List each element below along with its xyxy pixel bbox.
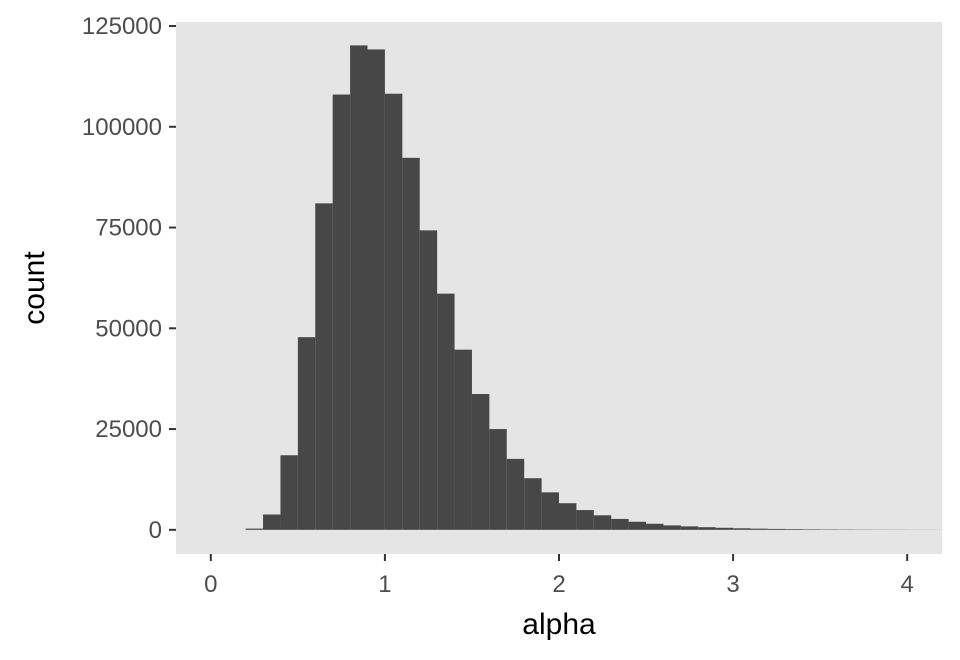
histogram-bar [402, 157, 420, 530]
histogram-bar [297, 337, 316, 530]
histogram-bar [767, 528, 786, 530]
x-tick-label: 1 [378, 571, 391, 598]
histogram-bar [785, 529, 803, 530]
histogram-bar [646, 523, 664, 530]
histogram-bar [593, 515, 612, 530]
histogram-bar [611, 518, 629, 530]
x-tick-label: 0 [204, 571, 217, 598]
histogram-bar [524, 478, 542, 530]
histogram-bar [506, 458, 525, 530]
x-tick-label: 3 [726, 571, 739, 598]
histogram-bar [280, 455, 298, 530]
histogram-bar [698, 527, 716, 530]
histogram-bar [628, 521, 647, 530]
histogram-bar [663, 525, 681, 530]
y-axis: 0 25000 50000 75000 100000 125000 [82, 13, 176, 544]
y-tick-label: 100000 [82, 114, 162, 141]
y-tick-label: 75000 [95, 215, 162, 242]
histogram-bar [419, 230, 438, 530]
histogram-bar [384, 93, 403, 530]
histogram-bar [733, 528, 751, 530]
histogram-bar [802, 529, 821, 530]
histogram-bar [715, 527, 734, 530]
histogram-bar [559, 503, 577, 530]
histogram-bar [315, 203, 333, 530]
histogram-bar [454, 349, 472, 530]
histogram-bar [263, 514, 281, 530]
x-axis-title: alpha [522, 608, 596, 641]
y-tick-label: 125000 [82, 13, 162, 40]
y-tick-label: 50000 [95, 315, 162, 342]
x-tick-label: 2 [552, 571, 565, 598]
histogram-bar [245, 528, 264, 530]
histogram-bar [471, 394, 490, 530]
histogram-bar [750, 528, 768, 530]
y-tick-label: 25000 [95, 416, 162, 443]
y-tick-label: 0 [149, 517, 162, 544]
histogram-bar [576, 510, 594, 530]
x-tick-label: 4 [901, 571, 914, 598]
bars [245, 45, 942, 530]
y-axis-title: count [18, 251, 51, 325]
histogram-bar [437, 293, 455, 530]
histogram-bar [350, 45, 368, 530]
histogram-bar [680, 526, 699, 530]
histogram-bar [489, 429, 507, 530]
histogram-bar [541, 492, 559, 530]
histogram-bar [332, 94, 351, 530]
histogram-bar [367, 49, 385, 530]
x-axis: 0 1 2 3 4 [204, 554, 914, 598]
